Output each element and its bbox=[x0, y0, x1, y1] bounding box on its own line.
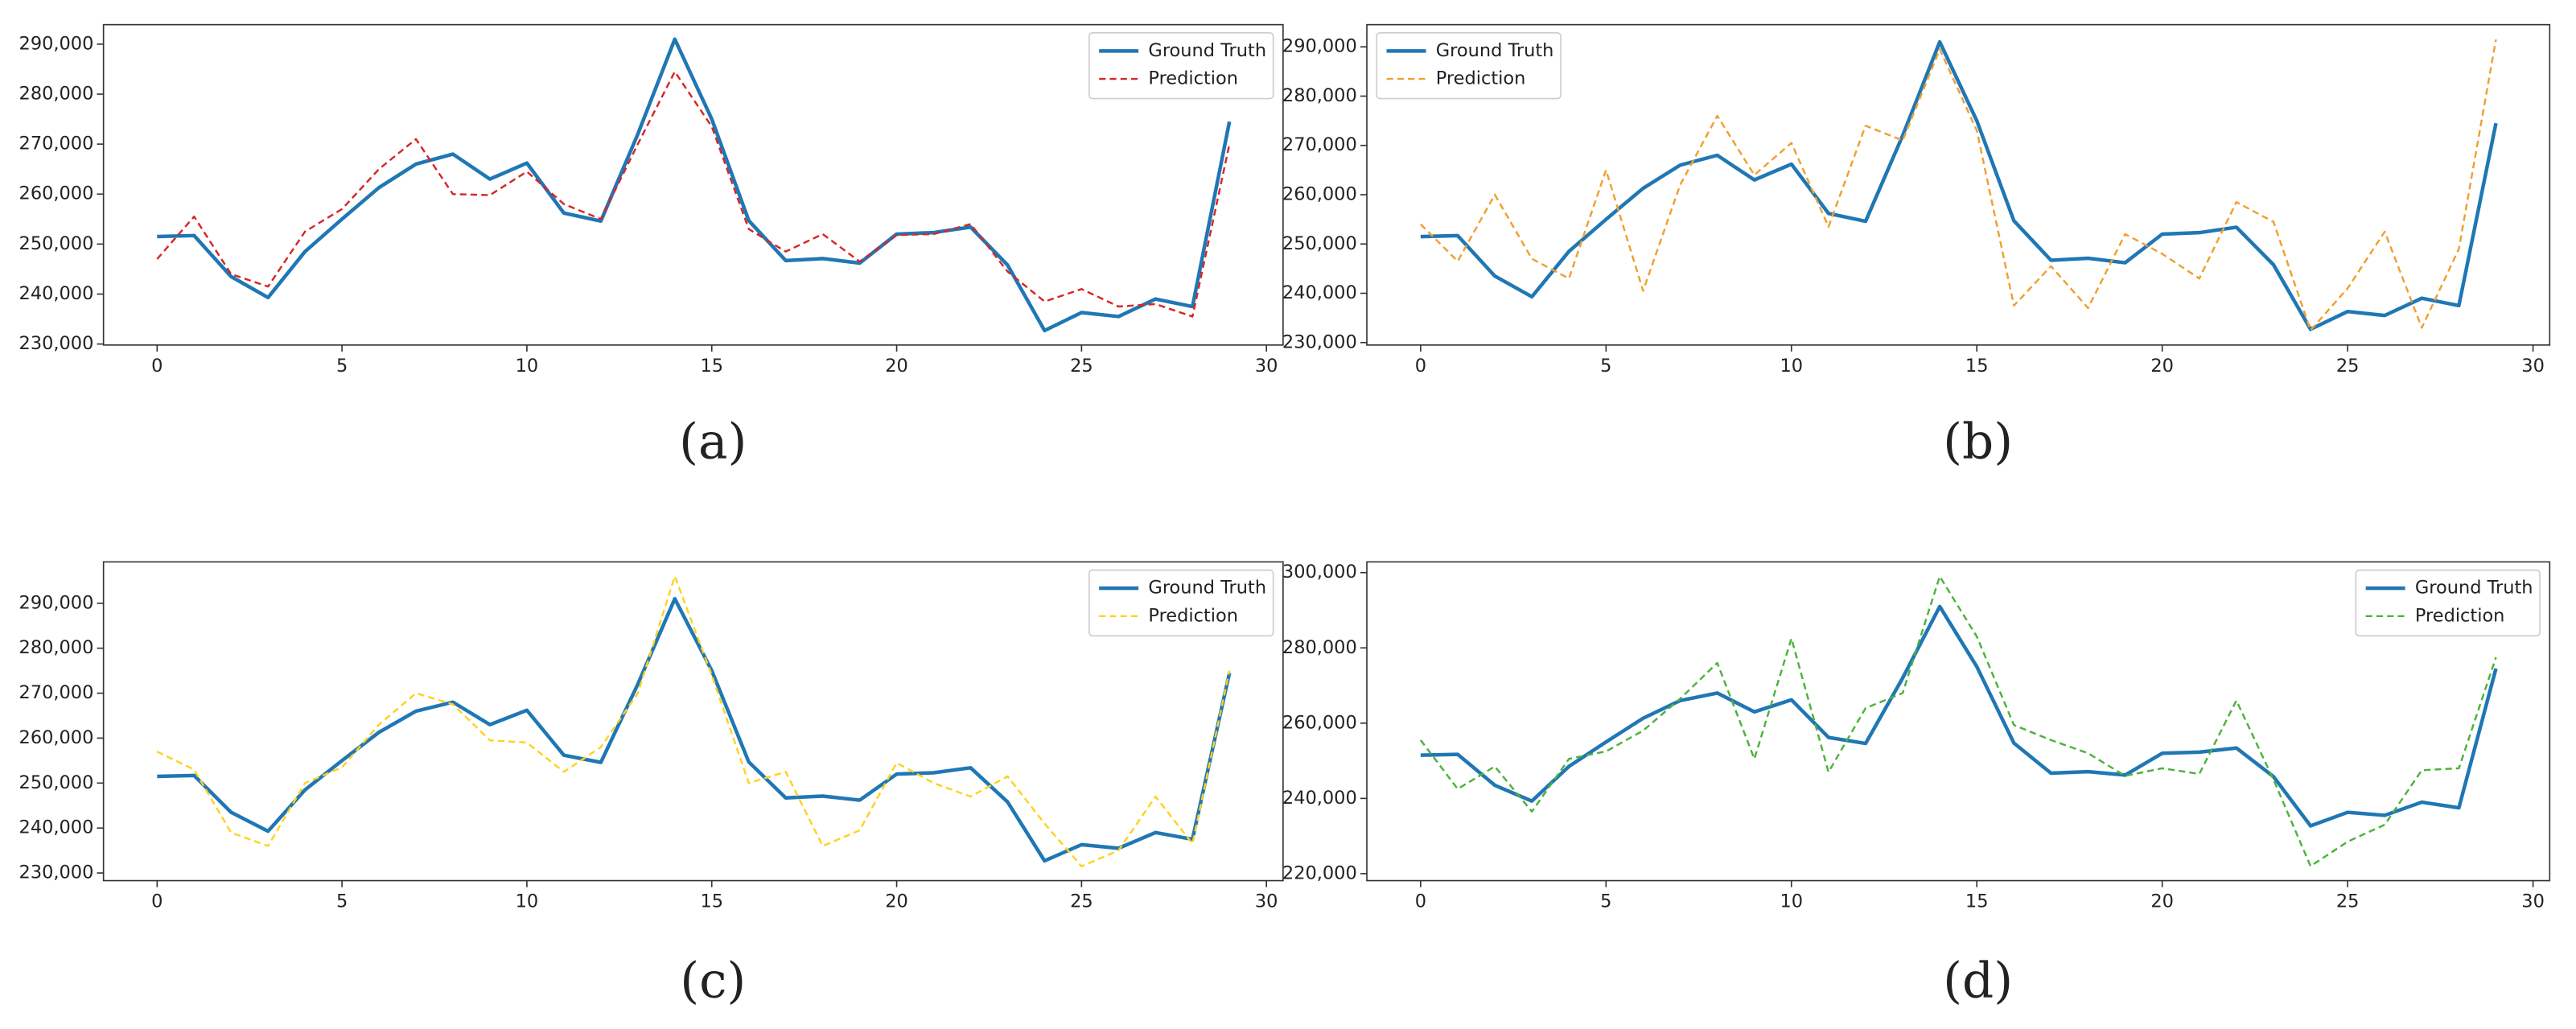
x-tick-label: 15 bbox=[700, 356, 723, 377]
y-tick-label: 290,000 bbox=[19, 592, 94, 613]
x-tick-label: 20 bbox=[2150, 356, 2174, 377]
y-tick-label: 250,000 bbox=[19, 772, 94, 793]
y-tick-label: 280,000 bbox=[1282, 637, 1357, 658]
y-tick-label: 260,000 bbox=[19, 183, 94, 204]
legend-label: Ground Truth bbox=[1148, 578, 1266, 599]
y-tick-label: 260,000 bbox=[19, 727, 94, 748]
y-tick-label: 290,000 bbox=[1282, 36, 1357, 57]
series-line bbox=[1419, 39, 2497, 331]
y-tick-label: 260,000 bbox=[1282, 712, 1357, 733]
plot-area bbox=[102, 23, 1284, 346]
caption: (a) bbox=[679, 414, 747, 471]
x-tick-label: 20 bbox=[2150, 891, 2174, 912]
x-tick-label: 15 bbox=[1965, 356, 1989, 377]
x-tick-label: 10 bbox=[1780, 356, 1803, 377]
y-tick-label: 290,000 bbox=[19, 33, 94, 54]
y-tick-label: 240,000 bbox=[19, 283, 94, 304]
y-tick-label: 250,000 bbox=[19, 233, 94, 254]
x-tick-label: 30 bbox=[1255, 356, 1278, 377]
series-line bbox=[157, 37, 1232, 333]
y-tick-label: 280,000 bbox=[19, 84, 94, 105]
x-tick-label: 30 bbox=[1255, 891, 1278, 912]
y-tick-label: 230,000 bbox=[19, 862, 94, 883]
x-tick-label: 20 bbox=[885, 891, 908, 912]
y-tick-label: 300,000 bbox=[1282, 562, 1357, 582]
x-tick-label: 10 bbox=[1780, 891, 1803, 912]
x-tick-label: 20 bbox=[885, 356, 908, 377]
legend-label: Ground Truth bbox=[1436, 40, 1554, 61]
y-tick-label: 240,000 bbox=[1282, 282, 1357, 303]
x-tick-label: 15 bbox=[700, 891, 723, 912]
legend-label: Prediction bbox=[1436, 68, 1526, 89]
series-line bbox=[1419, 575, 2497, 867]
x-tick-label: 10 bbox=[516, 891, 539, 912]
x-tick-label: 5 bbox=[336, 891, 348, 912]
plot-area bbox=[1366, 561, 2551, 882]
caption: (c) bbox=[680, 952, 746, 1009]
series-line bbox=[1420, 604, 2498, 828]
x-tick-label: 0 bbox=[1415, 356, 1426, 377]
series-line bbox=[156, 575, 1231, 867]
plot-area bbox=[1366, 23, 2551, 346]
legend-label: Prediction bbox=[2415, 605, 2505, 626]
y-tick-label: 280,000 bbox=[19, 637, 94, 658]
x-tick-label: 25 bbox=[1070, 891, 1093, 912]
y-tick-label: 270,000 bbox=[1282, 134, 1357, 155]
x-tick-label: 10 bbox=[516, 356, 539, 377]
y-tick-label: 240,000 bbox=[19, 817, 94, 838]
y-tick-label: 230,000 bbox=[1282, 331, 1357, 352]
legend-label: Prediction bbox=[1148, 68, 1238, 89]
legend-label: Prediction bbox=[1148, 605, 1238, 626]
legend-label: Ground Truth bbox=[2415, 578, 2533, 599]
y-tick-label: 240,000 bbox=[1282, 788, 1357, 809]
y-tick-label: 220,000 bbox=[1282, 862, 1357, 883]
y-tick-label: 260,000 bbox=[1282, 184, 1357, 205]
x-tick-label: 5 bbox=[1600, 891, 1611, 912]
x-tick-label: 15 bbox=[1965, 891, 1989, 912]
series-line bbox=[156, 70, 1231, 318]
series-line bbox=[157, 596, 1232, 863]
plot-area bbox=[102, 561, 1284, 882]
y-tick-label: 270,000 bbox=[19, 682, 94, 703]
x-tick-label: 25 bbox=[1070, 356, 1093, 377]
caption: (d) bbox=[1943, 952, 2013, 1009]
legend-label: Ground Truth bbox=[1148, 40, 1266, 61]
y-tick-label: 250,000 bbox=[1282, 233, 1357, 254]
y-tick-label: 280,000 bbox=[1282, 85, 1357, 106]
x-tick-label: 5 bbox=[336, 356, 348, 377]
x-tick-label: 5 bbox=[1600, 356, 1611, 377]
x-tick-label: 25 bbox=[2336, 356, 2360, 377]
y-tick-label: 230,000 bbox=[19, 333, 94, 354]
series-line bbox=[1420, 39, 2498, 331]
x-tick-label: 30 bbox=[2521, 356, 2545, 377]
y-tick-label: 270,000 bbox=[19, 134, 94, 154]
x-tick-label: 0 bbox=[1415, 891, 1426, 912]
caption: (b) bbox=[1943, 414, 2013, 471]
x-tick-label: 25 bbox=[2336, 891, 2360, 912]
x-tick-label: 30 bbox=[2521, 891, 2545, 912]
x-tick-label: 0 bbox=[151, 891, 163, 912]
x-tick-label: 0 bbox=[151, 356, 163, 377]
